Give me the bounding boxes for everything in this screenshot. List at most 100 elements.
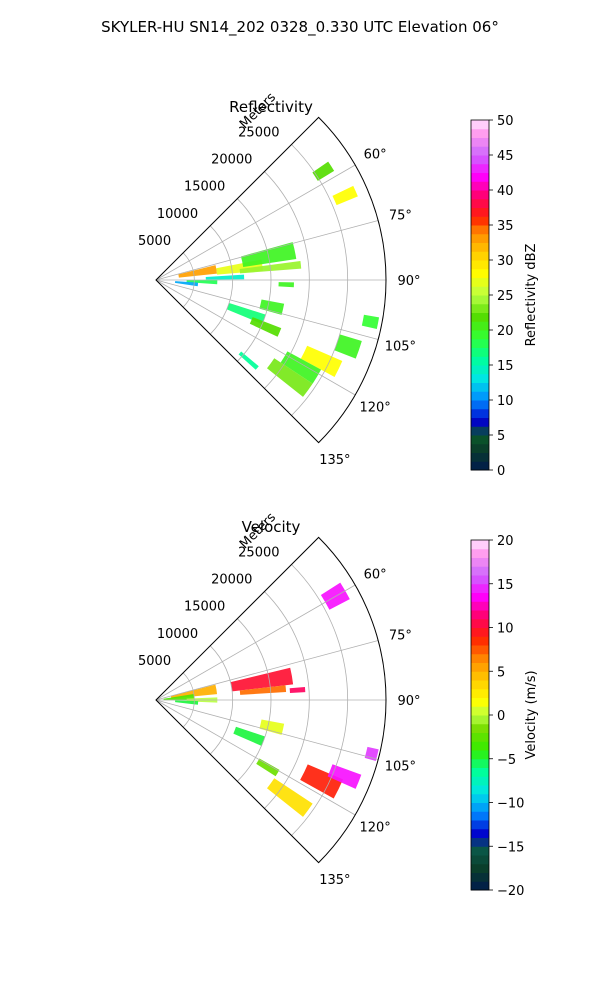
velocity-echo — [170, 684, 218, 699]
velocity-colorbar-tick-label: −10 — [497, 797, 524, 812]
reflectivity-colorbar-segment — [471, 137, 489, 147]
velocity-colorbar-segment — [471, 741, 489, 751]
reflectivity-colorbar-segment — [471, 295, 489, 305]
velocity-colorbar-segment — [471, 785, 489, 795]
reflectivity-colorbar-segment — [471, 365, 489, 375]
reflectivity-colorbar-segment — [471, 242, 489, 252]
reflectivity-azimuth-tick-label: 135° — [319, 453, 350, 468]
velocity-colorbar-segment — [471, 750, 489, 760]
reflectivity-radial-tick-label: 20000 — [211, 153, 252, 168]
reflectivity-echo — [249, 317, 282, 337]
reflectivity-title: Reflectivity — [229, 98, 313, 116]
velocity-azimuth-tick-label: 60° — [364, 568, 387, 583]
reflectivity-colorbar: 0 5 10 15 20 25 30 35 40 45 50 Reflectivity dBZ — [470, 114, 539, 479]
reflectivity-colorbar-segment — [471, 260, 489, 270]
reflectivity-radial-tick-label: 5000 — [138, 234, 171, 249]
velocity-colorbar-segment — [471, 715, 489, 725]
reflectivity-colorbar-tick-label: 10 — [497, 394, 514, 409]
velocity-colorbar-segment — [471, 706, 489, 716]
velocity-echo — [175, 700, 199, 705]
figure-suptitle: SKYLER-HU SN14_202 0328_0.330 UTC Elevat… — [101, 18, 499, 37]
velocity-echo — [327, 764, 362, 789]
velocity-colorbar-segment — [471, 846, 489, 856]
velocity-colorbar-segment — [471, 601, 489, 611]
velocity-colorbar-segment — [471, 793, 489, 803]
velocity-colorbar-segment — [471, 557, 489, 567]
reflectivity-colorbar-segment — [471, 268, 489, 278]
velocity-colorbar-tick-label: −5 — [497, 753, 516, 768]
velocity-sector-frame — [155, 536, 387, 864]
velocity-colorbar-segment — [471, 610, 489, 620]
reflectivity-colorbar-tick-label: 20 — [497, 324, 514, 339]
reflectivity-colorbar-segment — [471, 233, 489, 243]
reflectivity-echo — [334, 334, 362, 359]
reflectivity-colorbar-segment — [471, 207, 489, 217]
velocity-echo — [300, 764, 344, 799]
velocity-title: Velocity — [242, 518, 301, 536]
reflectivity-colorbar-segment — [471, 330, 489, 340]
reflectivity-colorbar-tick-label: 0 — [497, 464, 505, 479]
reflectivity-azimuth-line — [155, 279, 379, 340]
velocity-radial-tick-label: 20000 — [211, 573, 252, 588]
reflectivity-echo — [205, 274, 245, 280]
reflectivity-colorbar-segment — [471, 382, 489, 392]
reflectivity-echo — [266, 358, 313, 397]
reflectivity-echo — [332, 185, 358, 206]
reflectivity-colorbar-segment — [471, 303, 489, 313]
velocity-echo — [230, 667, 294, 692]
reflectivity-colorbar-segment — [471, 461, 489, 471]
velocity-azimuth-tick-label: 120° — [359, 821, 390, 836]
velocity-colorbar-segment — [471, 645, 489, 655]
reflectivity-echo — [280, 351, 322, 384]
reflectivity-echo — [238, 351, 259, 370]
reflectivity-azimuth-tick-label: 90° — [397, 274, 420, 289]
reflectivity-echo — [178, 265, 217, 278]
velocity-colorbar-segment — [471, 855, 489, 865]
velocity-colorbar-segment — [471, 566, 489, 576]
velocity-colorbar-segment — [471, 758, 489, 768]
reflectivity-azimuth-tick-label: 75° — [389, 209, 412, 224]
velocity-azimuth-tick-label: 105° — [385, 759, 416, 774]
velocity-colorbar-segment — [471, 872, 489, 882]
velocity-colorbar-segment — [471, 767, 489, 777]
reflectivity-colorbar-segment — [471, 347, 489, 357]
velocity-echo — [239, 685, 287, 695]
reflectivity-colorbar-segment — [471, 181, 489, 191]
reflectivity-colorbar-segment — [471, 216, 489, 226]
velocity-azimuth-tick-label: 135° — [319, 873, 350, 888]
velocity-colorbar: −20 −15 −10 −5 0 5 10 15 20 Velocity (m/s) — [470, 534, 539, 899]
velocity-colorbar-segment — [471, 881, 489, 891]
velocity-colorbar-segment — [471, 583, 489, 593]
reflectivity-colorbar-segment — [471, 251, 489, 261]
velocity-colorbar-segment — [471, 540, 489, 550]
velocity-colorbar-segment — [471, 802, 489, 812]
velocity-colorbar-segment — [471, 820, 489, 830]
reflectivity-colorbar-tick-label: 25 — [497, 289, 514, 304]
velocity-echo — [163, 694, 195, 701]
reflectivity-echo — [240, 242, 297, 267]
velocity-azimuth-tick-label: 75° — [389, 629, 412, 644]
velocity-colorbar-segment — [471, 697, 489, 707]
reflectivity-colorbar-segment — [471, 163, 489, 173]
reflectivity-colorbar-segment — [471, 408, 489, 418]
reflectivity-colorbar-segment — [471, 172, 489, 182]
velocity-echo — [233, 726, 266, 746]
reflectivity-echo — [361, 314, 380, 329]
reflectivity-colorbar-segment — [471, 391, 489, 401]
velocity-colorbar-segment — [471, 688, 489, 698]
reflectivity-colorbar-tick-label: 5 — [497, 429, 505, 444]
reflectivity-echo — [259, 299, 285, 315]
velocity-colorbar-segment — [471, 548, 489, 558]
reflectivity-colorbar-tick-label: 15 — [497, 359, 514, 374]
reflectivity-colorbar-segment — [471, 443, 489, 453]
velocity-panel: Velocity500010000150002000025000Meters60… — [138, 510, 539, 899]
reflectivity-colorbar-segment — [471, 312, 489, 322]
velocity-radial-tick-label: 15000 — [184, 600, 225, 615]
reflectivity-radial-tick-label: 10000 — [157, 207, 198, 222]
velocity-azimuth-line — [155, 699, 356, 816]
velocity-colorbar-segment — [471, 575, 489, 585]
velocity-azimuth-line — [155, 640, 379, 701]
velocity-azimuth-line — [155, 699, 379, 760]
velocity-echo — [364, 746, 379, 761]
